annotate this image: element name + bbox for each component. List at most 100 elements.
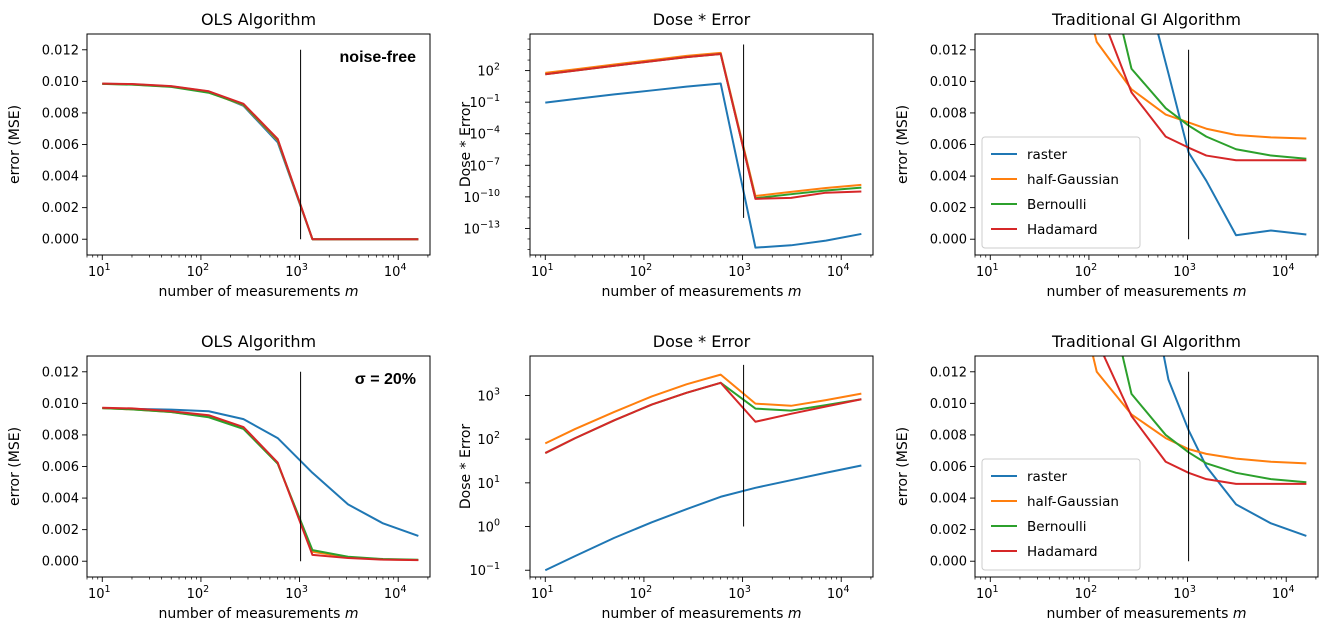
y-tick-label: 0.010 [42,397,79,412]
y-tick-label: 0.000 [42,555,79,570]
y-tick-label: 0.012 [930,365,967,380]
axes-frame [974,355,1319,578]
y-tick-label: 0.002 [930,523,967,538]
y-tick-label: 102 [477,430,500,448]
annotation: σ = 20% [355,371,416,388]
legend-label: half-Gaussian [1027,172,1119,188]
y-axis-label: error (MSE) [7,427,23,506]
series-line-raster [544,464,862,572]
x-tick-label: 103 [1173,584,1196,602]
x-tick-label: 104 [1272,584,1295,602]
y-tick-label: 0.004 [42,492,79,507]
legend: raster half-Gaussian Bernoulli Hadamard [981,458,1141,571]
annotation: noise-free [340,49,417,66]
x-axis-label: number of measurements m [601,284,801,300]
axes-frame [529,355,874,578]
y-tick-label: 10−4 [469,125,500,143]
y-tick-label: 10−13 [463,219,500,237]
x-tick-label: 103 [285,262,308,280]
y-tick-label: 0.004 [930,170,967,185]
plot-area [102,49,419,241]
y-tick-label: 0.010 [42,75,79,90]
y-axis-label: Dose * Error [458,424,474,510]
x-tick-label: 102 [187,262,210,280]
panel-1: OLS Algorithm 101 102 103 104 0.000 0.002 0.004… [7,10,431,300]
legend-box [981,458,1141,571]
series-line-hadamard [545,52,862,200]
legend-label: Hadamard [1027,222,1098,238]
legend-entry-raster: raster [991,147,1067,163]
y-tick-label: 0.000 [930,555,967,570]
legend-entry-raster: raster [991,469,1067,485]
legend-label: raster [1027,147,1067,163]
panel-6: Traditional GI Algorithm 101 102 103 104 0.00… [895,332,1319,622]
y-tick-label: 103 [477,386,500,404]
series-line-half-gaussian [544,373,862,445]
legend-entry-bernoulli: Bernoulli [991,519,1087,535]
x-tick-label: 101 [531,262,554,280]
y-axis-label: Dose * Error [458,102,474,188]
chart-title: OLS Algorithm [201,332,316,351]
panel-2: Dose * Error 101 102 103 104 10−13 10−10 10−7 10… [458,10,874,300]
y-tick-label: 0.012 [42,43,79,58]
y-tick-label: 0.000 [930,233,967,248]
legend-entry-hadamard: Hadamard [991,222,1098,238]
y-tick-label: 10−1 [469,93,500,111]
legend-label: raster [1027,469,1067,485]
chart-title: Dose * Error [653,332,751,351]
y-tick-label: 0.004 [42,170,79,185]
x-tick-label: 101 [976,262,999,280]
x-tick-label: 102 [1075,262,1098,280]
x-tick-label: 101 [976,584,999,602]
y-tick-label: 0.008 [930,428,967,443]
series-line-raster [102,82,419,241]
y-tick-label: 0.000 [42,233,79,248]
x-tick-label: 101 [88,262,111,280]
y-tick-label: 10−1 [469,561,500,579]
y-tick-label: 0.008 [930,106,967,121]
axes-frame [86,33,431,256]
plot-area [545,44,862,249]
x-axis-label: number of measurements m [1046,606,1246,622]
series-line-raster [102,407,419,537]
series-line-bernoulli [544,381,862,454]
x-tick-label: 102 [187,584,210,602]
chart-title: Traditional GI Algorithm [1051,332,1241,351]
legend-entry-hadamard: Hadamard [991,544,1098,560]
y-axis-label: error (MSE) [895,105,911,184]
axes-frame [974,33,1319,256]
y-tick-label: 0.002 [42,523,79,538]
y-tick-label: 0.006 [930,138,967,153]
x-tick-label: 103 [728,584,751,602]
series-line-bernoulli [545,52,862,200]
series-line-half-gaussian [545,51,862,198]
series-line-hadamard [544,381,862,454]
x-tick-label: 102 [630,584,653,602]
axes-frame [529,33,874,256]
y-tick-label: 102 [477,62,500,80]
series-line-raster [545,82,862,249]
panel-4: OLS Algorithm 101 102 103 104 0.000 0.002 0.004… [7,332,431,622]
y-tick-label: 0.008 [42,428,79,443]
y-tick-label: 0.006 [930,460,967,475]
x-tick-label: 101 [531,584,554,602]
y-tick-label: 0.004 [930,492,967,507]
axes-frame [86,355,431,578]
legend-label: Bernoulli [1027,519,1087,535]
chart-title: OLS Algorithm [201,10,316,29]
series-line-half-gaussian [102,407,419,561]
y-axis-label: error (MSE) [7,105,23,184]
x-tick-label: 104 [827,262,850,280]
legend-label: half-Gaussian [1027,494,1119,510]
x-tick-label: 104 [384,262,407,280]
x-tick-label: 101 [88,584,111,602]
x-tick-label: 104 [827,584,850,602]
y-tick-label: 0.012 [42,365,79,380]
x-tick-label: 103 [285,584,308,602]
series-line-hadamard [102,406,419,562]
x-tick-label: 103 [1173,262,1196,280]
legend-label: Bernoulli [1027,197,1087,213]
y-tick-label: 101 [477,474,500,492]
